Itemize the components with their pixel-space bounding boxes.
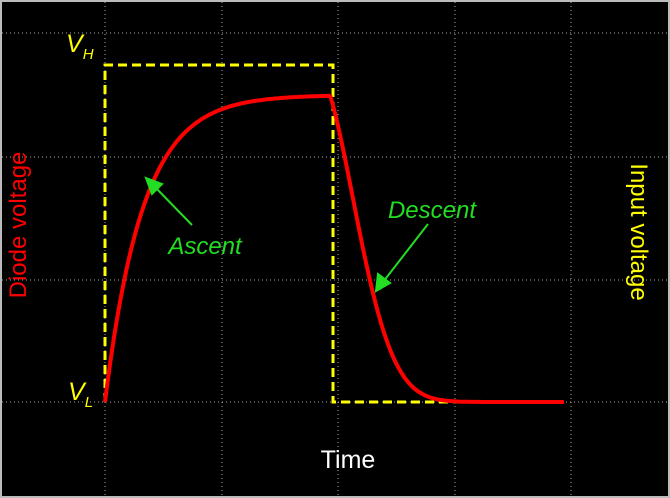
- bottom-axis-label: Time: [321, 446, 376, 474]
- diode-waveform: [103, 93, 564, 404]
- arrow-head: [144, 176, 164, 196]
- right-axis-label: Input voltage: [625, 163, 652, 300]
- descent-arrow: [382, 223, 429, 283]
- left-axis-label: Diode voltage: [5, 152, 32, 299]
- symbol: V: [68, 378, 87, 406]
- arrows: [144, 176, 429, 293]
- arrow-head: [374, 272, 392, 293]
- input-waveform: [103, 63, 565, 404]
- ascent-arrow: [153, 185, 193, 226]
- subscript: L: [85, 394, 93, 411]
- ascent-label: Ascent: [166, 233, 243, 260]
- descent-label: Descent: [388, 197, 477, 224]
- symbol: V: [66, 30, 85, 58]
- subscript: H: [83, 46, 94, 63]
- v-high-label: VH: [66, 30, 94, 63]
- v-low-label: VL: [68, 378, 93, 411]
